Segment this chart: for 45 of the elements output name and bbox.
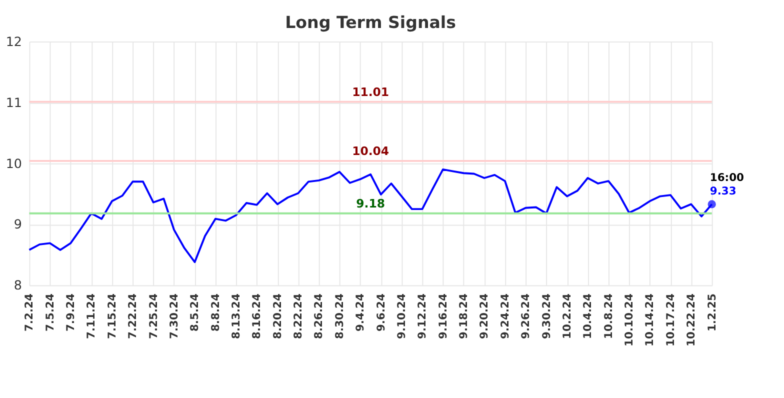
x-tick-label: 8.22.24 [292,294,305,339]
x-tick-label: 9.18.24 [457,294,470,339]
y-tick-label: 12 [6,34,22,49]
x-tick-label: 9.30.24 [540,294,553,339]
x-tick-label: 10.14.24 [643,294,656,346]
x-tick-label: 10.22.24 [684,294,698,346]
x-tick-label: 1.2.25 [705,294,718,332]
x-tick-label: 9.26.24 [519,294,532,339]
x-tick-label: 8.26.24 [312,294,326,339]
x-tick-label: 7.2.24 [22,294,36,332]
x-tick-label: 9.4.24 [354,294,367,332]
y-tick-label: 9 [14,216,22,232]
x-tick-label: 9.20.24 [478,294,491,339]
ref-line-label: 11.01 [352,84,390,99]
x-tick-label: 10.4.24 [581,294,594,339]
x-tick-label: 9.24.24 [498,294,512,339]
x-tick-label: 10.8.24 [602,294,615,339]
x-tick-label: 8.30.24 [332,294,346,339]
x-tick-label: 8.16.24 [250,294,264,339]
chart-title: Long Term Signals [285,12,456,32]
x-tick-label: 7.11.24 [84,294,98,339]
x-tick-label: 10.2.24 [560,294,574,339]
x-tick-label: 8.13.24 [230,294,243,339]
x-tick-label: 7.22.24 [126,294,140,339]
x-tick-label: 9.6.24 [374,294,388,332]
ref-line-label: 9.18 [356,196,385,210]
ref-line-label: 10.04 [352,144,390,158]
x-tick-label: 9.16.24 [436,294,450,339]
data-label: 9.33 [710,184,736,198]
x-tick-label: 9.12.24 [416,294,429,339]
x-tick-label: 7.30.24 [167,294,180,339]
x-tick-label: 10.17.24 [664,294,677,346]
annotation: 16:00 [710,170,744,184]
x-tick-label: 9.10.24 [394,294,408,339]
x-tick-label: 7.15.24 [105,294,118,339]
x-tick-label: 8.8.24 [208,294,222,332]
y-tick-label: 8 [14,278,22,293]
x-tick-label: 7.5.24 [43,294,56,332]
y-tick-label: 11 [6,94,22,110]
x-tick-label: 7.9.24 [64,294,78,332]
x-tick-label: 8.5.24 [188,294,202,332]
x-tick-label: 7.25.24 [146,294,160,339]
y-tick-label: 10 [6,156,22,171]
x-tick-label: 8.20.24 [270,294,284,339]
x-tick-label: 10.10.24 [622,294,636,346]
